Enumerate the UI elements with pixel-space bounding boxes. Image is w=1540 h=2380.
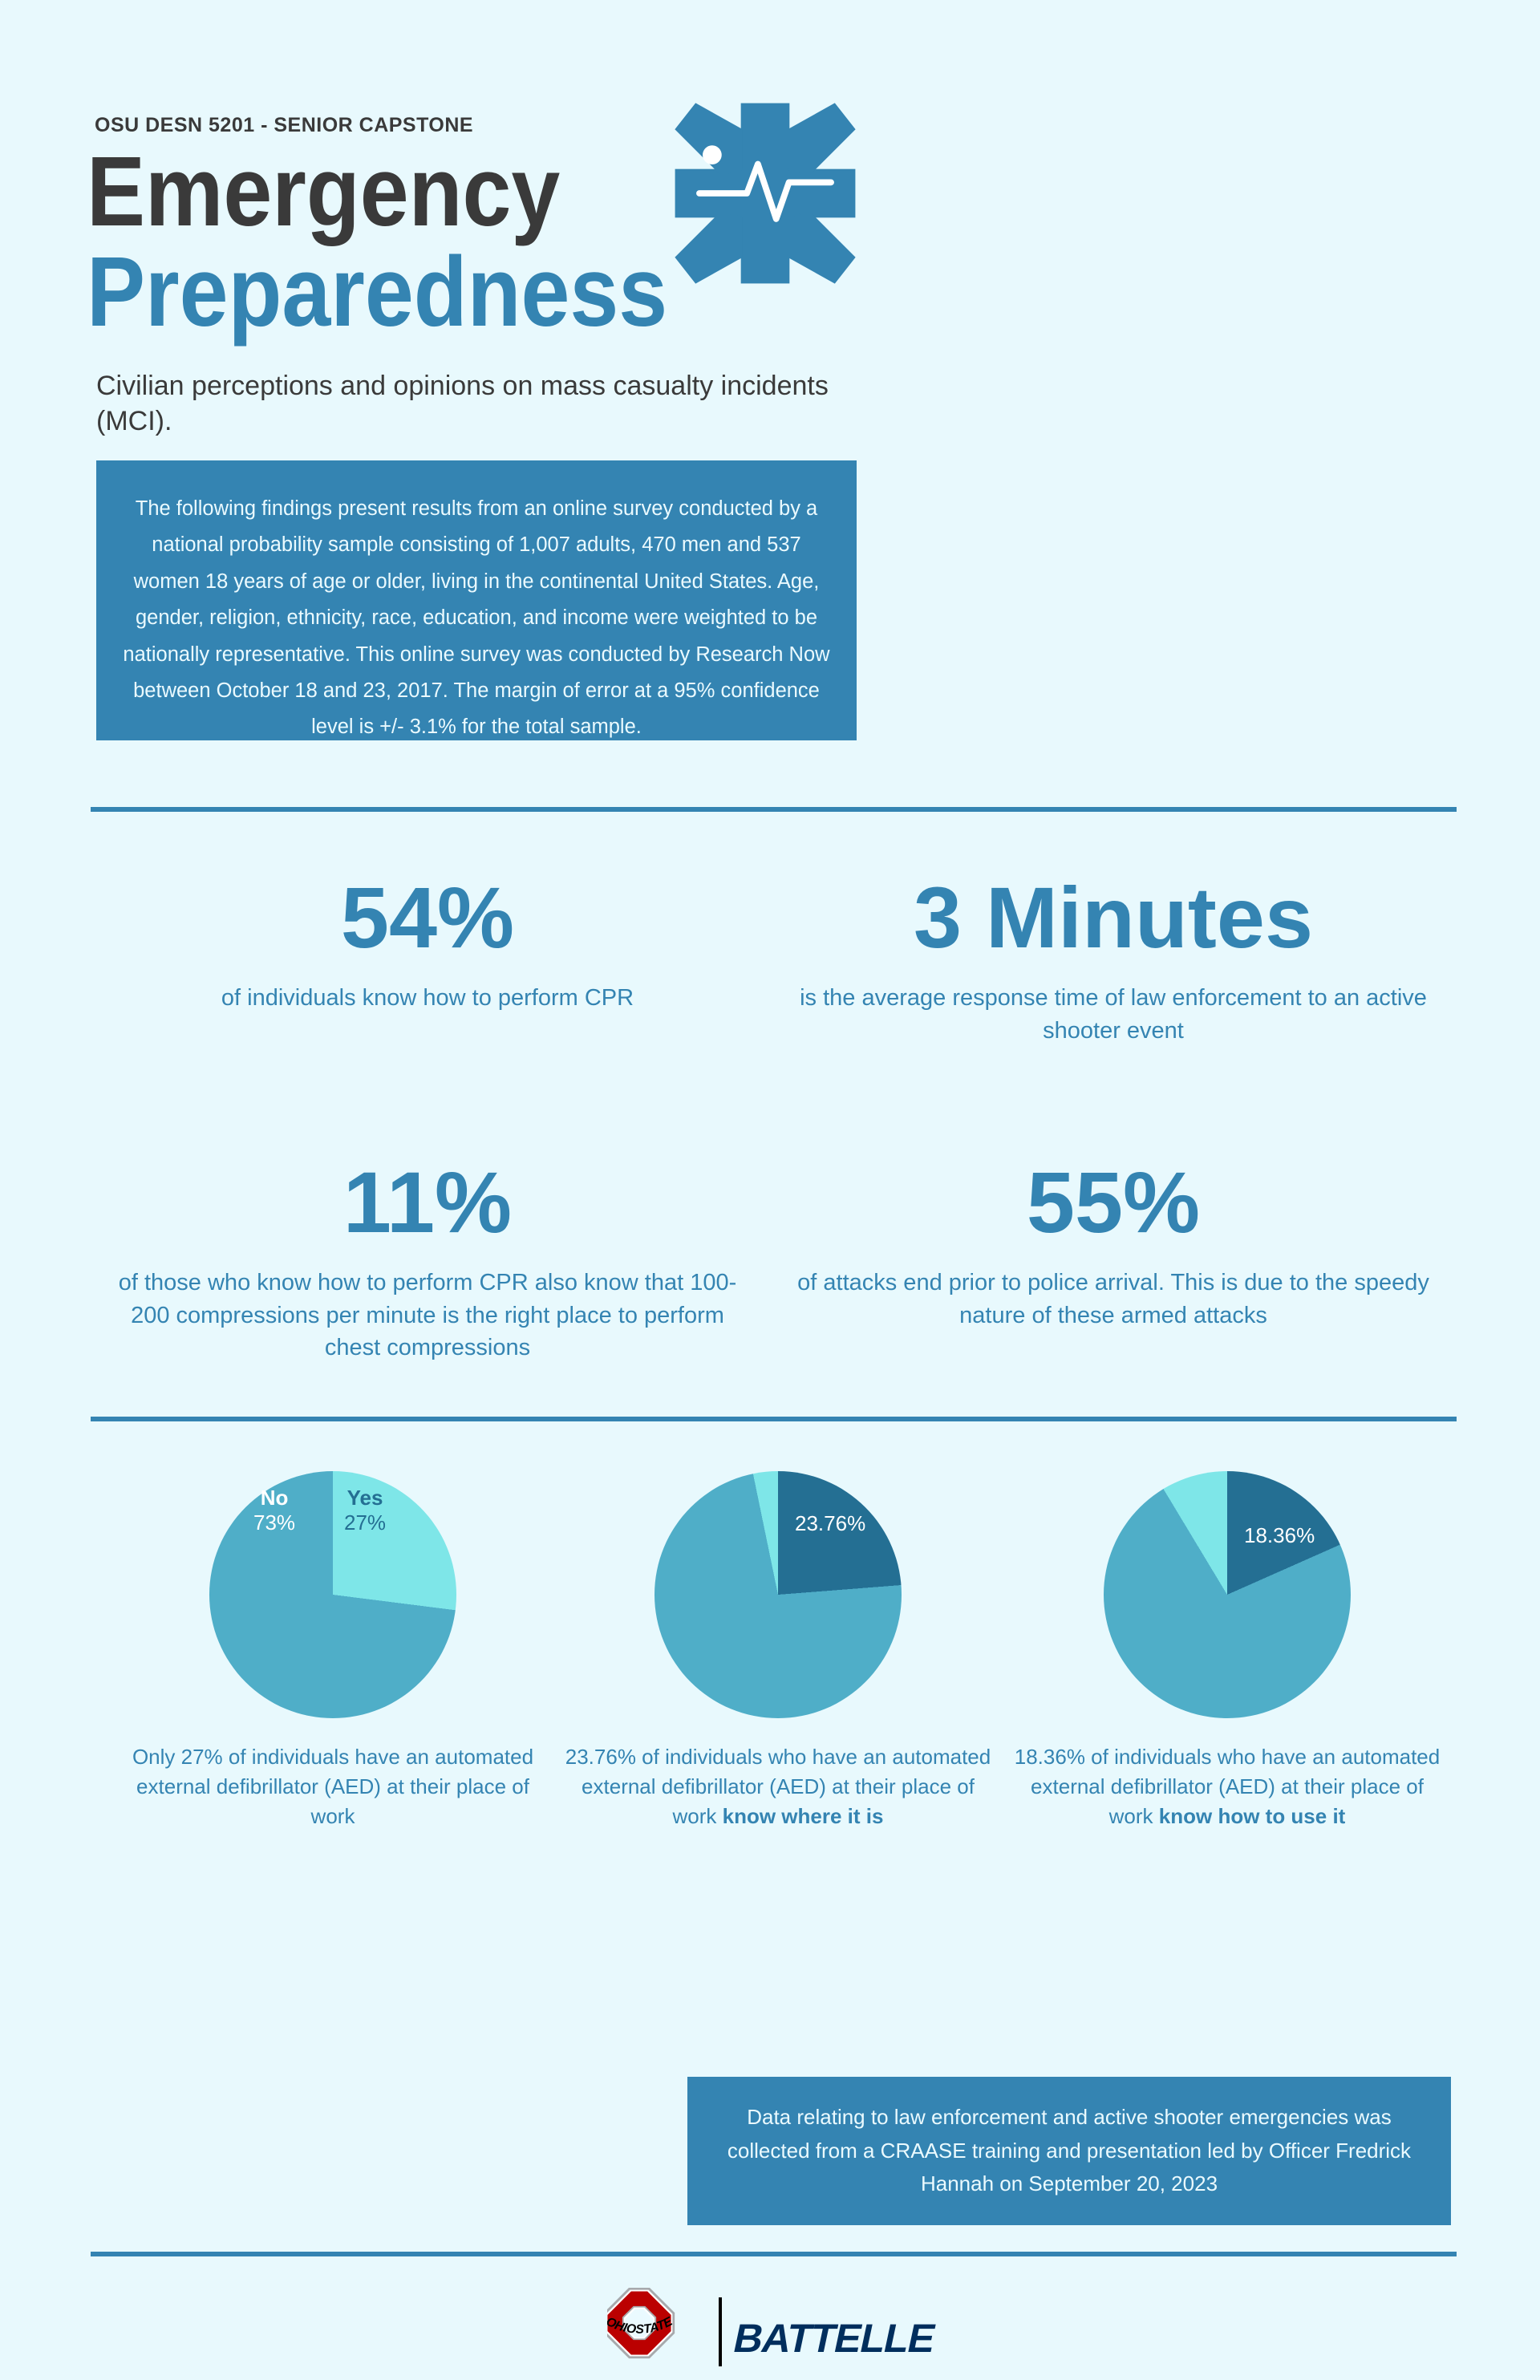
svg-text:BATTELLE: BATTELLE <box>730 2316 939 2361</box>
